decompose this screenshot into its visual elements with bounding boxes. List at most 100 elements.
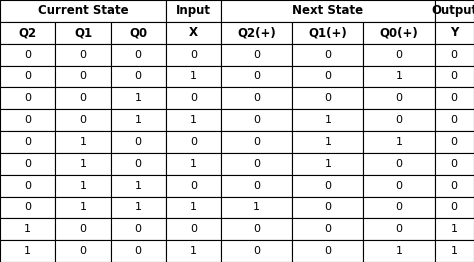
Bar: [364, 196, 435, 218]
Text: 1: 1: [395, 137, 402, 147]
Bar: [292, 66, 364, 87]
Bar: [55, 240, 110, 262]
Bar: [292, 87, 364, 109]
Bar: [110, 109, 166, 131]
Text: 0: 0: [24, 181, 31, 190]
Bar: [0, 22, 55, 44]
Text: 0: 0: [451, 93, 458, 103]
Text: X: X: [189, 26, 198, 39]
Text: 0: 0: [135, 50, 142, 59]
Text: 0: 0: [190, 137, 197, 147]
Bar: [364, 175, 435, 196]
Bar: [110, 66, 166, 87]
Text: 0: 0: [395, 115, 402, 125]
Text: 0: 0: [80, 50, 86, 59]
Text: 0: 0: [253, 137, 260, 147]
Bar: [221, 196, 292, 218]
Bar: [435, 87, 474, 109]
Text: 0: 0: [395, 93, 402, 103]
Text: Current State: Current State: [37, 4, 128, 17]
Text: 0: 0: [324, 93, 331, 103]
Text: 0: 0: [135, 159, 142, 169]
Bar: [110, 44, 166, 66]
Text: 1: 1: [451, 224, 458, 234]
Text: 1: 1: [135, 203, 142, 212]
Text: 0: 0: [451, 50, 458, 59]
Bar: [55, 22, 110, 44]
Text: 0: 0: [324, 224, 331, 234]
Text: Q0(+): Q0(+): [380, 26, 419, 39]
Bar: [0, 109, 55, 131]
Bar: [221, 131, 292, 153]
Text: 0: 0: [395, 203, 402, 212]
Text: 0: 0: [80, 72, 86, 81]
Bar: [364, 22, 435, 44]
Bar: [0, 196, 55, 218]
Text: Q1(+): Q1(+): [309, 26, 347, 39]
Text: 1: 1: [135, 115, 142, 125]
Bar: [110, 87, 166, 109]
Text: 0: 0: [24, 115, 31, 125]
Text: Output: Output: [431, 4, 474, 17]
Text: 1: 1: [80, 203, 86, 212]
Bar: [292, 240, 364, 262]
Text: 1: 1: [135, 181, 142, 190]
Bar: [435, 0, 474, 22]
Text: 1: 1: [80, 181, 86, 190]
Text: 0: 0: [451, 72, 458, 81]
Bar: [166, 131, 221, 153]
Text: 1: 1: [190, 115, 197, 125]
Bar: [221, 240, 292, 262]
Text: 0: 0: [253, 72, 260, 81]
Bar: [0, 131, 55, 153]
Text: 1: 1: [395, 246, 402, 256]
Bar: [221, 44, 292, 66]
Text: 1: 1: [190, 246, 197, 256]
Bar: [364, 218, 435, 240]
Bar: [221, 22, 292, 44]
Bar: [166, 44, 221, 66]
Bar: [435, 153, 474, 175]
Text: 1: 1: [80, 137, 86, 147]
Bar: [435, 196, 474, 218]
Text: 0: 0: [451, 159, 458, 169]
Bar: [292, 218, 364, 240]
Bar: [166, 22, 221, 44]
Bar: [221, 218, 292, 240]
Text: 0: 0: [324, 72, 331, 81]
Text: 0: 0: [395, 224, 402, 234]
Bar: [0, 44, 55, 66]
Text: 0: 0: [253, 93, 260, 103]
Bar: [292, 22, 364, 44]
Bar: [221, 153, 292, 175]
Bar: [364, 240, 435, 262]
Text: 1: 1: [324, 115, 331, 125]
Text: 0: 0: [451, 137, 458, 147]
Bar: [166, 218, 221, 240]
Text: 0: 0: [253, 50, 260, 59]
Bar: [0, 87, 55, 109]
Bar: [110, 196, 166, 218]
Text: Q1: Q1: [74, 26, 92, 39]
Text: 0: 0: [190, 50, 197, 59]
Text: 1: 1: [324, 137, 331, 147]
Bar: [55, 175, 110, 196]
Text: 0: 0: [135, 246, 142, 256]
Text: 1: 1: [24, 224, 31, 234]
Text: 1: 1: [190, 72, 197, 81]
Bar: [55, 109, 110, 131]
Bar: [110, 175, 166, 196]
Bar: [364, 44, 435, 66]
Bar: [292, 175, 364, 196]
Bar: [0, 66, 55, 87]
Bar: [221, 109, 292, 131]
Text: 0: 0: [253, 115, 260, 125]
Text: 0: 0: [395, 50, 402, 59]
Bar: [166, 175, 221, 196]
Bar: [435, 109, 474, 131]
Bar: [166, 240, 221, 262]
Text: 0: 0: [395, 159, 402, 169]
Bar: [55, 131, 110, 153]
Text: 0: 0: [135, 224, 142, 234]
Bar: [55, 44, 110, 66]
